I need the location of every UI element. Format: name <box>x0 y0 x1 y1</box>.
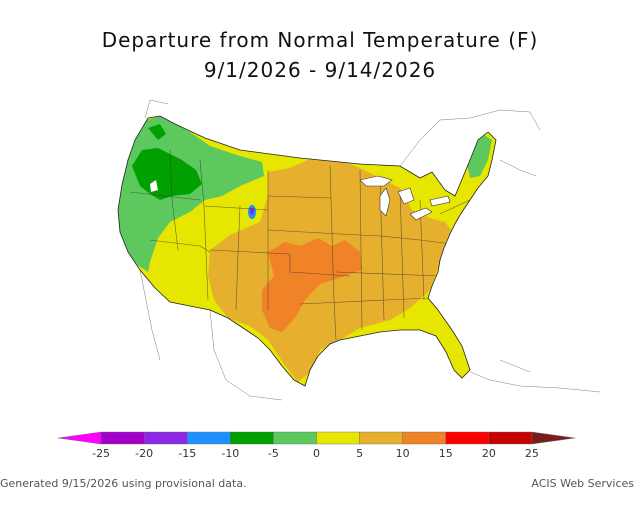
legend-tick-label: 15 <box>439 447 453 460</box>
legend-swatch <box>143 431 188 445</box>
legend-tick-label: 0 <box>313 447 320 460</box>
legend-tick-label: 10 <box>396 447 410 460</box>
map-date-range: 9/1/2026 - 9/14/2026 <box>203 58 437 82</box>
legend-swatch <box>230 431 274 445</box>
generated-note: Generated 9/15/2026 using provisional da… <box>0 477 247 490</box>
legend-swatch <box>187 431 231 445</box>
legend-swatch <box>316 431 360 445</box>
great-lakes <box>359 175 451 221</box>
legend-tick-label: -15 <box>178 447 196 460</box>
legend-tick-label: -10 <box>221 447 239 460</box>
legend-tick-label: -20 <box>135 447 153 460</box>
legend-tick-label: 25 <box>525 447 539 460</box>
legend-tick-label: 20 <box>482 447 496 460</box>
color-legend: -25 -20 -15 -10 -5 0 5 10 15 20 25 <box>57 431 576 460</box>
legend-tick-label: 5 <box>356 447 363 460</box>
legend-swatch <box>359 431 403 445</box>
legend-tick-label: -5 <box>268 447 279 460</box>
legend-tick-label: -25 <box>92 447 110 460</box>
state-boundaries <box>129 149 471 341</box>
legend-swatch <box>57 431 102 445</box>
legend-swatch <box>445 431 490 445</box>
us-outline <box>117 115 497 387</box>
legend-swatch <box>273 431 317 445</box>
legend-swatch <box>531 431 576 445</box>
orange-anomaly-region <box>262 238 362 332</box>
legend-swatch <box>100 431 145 445</box>
dark-green-anomaly-region <box>132 148 202 200</box>
missing-data-region <box>150 180 158 192</box>
neighbor-outlines <box>139 99 601 401</box>
us-temperature-map <box>117 99 601 401</box>
legend-swatch <box>402 431 446 445</box>
acis-credit: ACIS Web Services <box>531 477 634 490</box>
map-title: Departure from Normal Temperature (F) <box>101 28 539 52</box>
dark-green-anomaly-region <box>148 124 166 140</box>
legend-swatch <box>488 431 533 445</box>
